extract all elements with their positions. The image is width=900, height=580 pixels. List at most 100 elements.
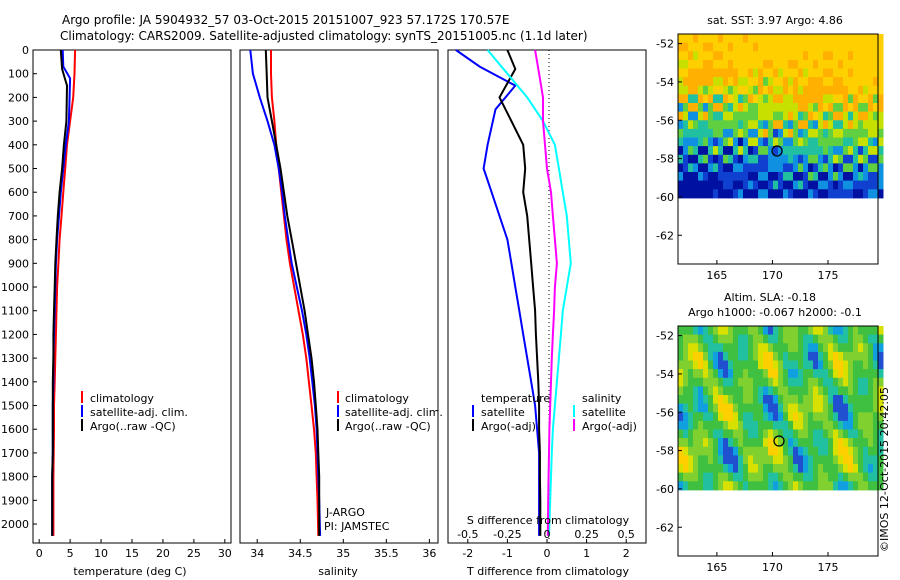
y-tick-label: 500 (8, 163, 29, 176)
map-cell (688, 172, 694, 182)
map-cell (848, 377, 854, 387)
map-cell (808, 111, 814, 121)
map-cell (718, 77, 724, 87)
map-cell (788, 68, 794, 78)
map-cell (683, 351, 689, 361)
map-cell (723, 172, 729, 182)
map-cell (698, 369, 704, 379)
map-cell (743, 420, 749, 430)
map-cell (688, 351, 694, 361)
map-cell (868, 343, 874, 353)
map-cell (708, 59, 714, 69)
map-cell (693, 326, 699, 336)
map-cell (698, 77, 704, 87)
map-cell (748, 412, 754, 422)
map-cell (788, 128, 794, 138)
map-cell (753, 351, 759, 361)
map-cell (848, 103, 854, 113)
y-tick-label: -56 (656, 406, 674, 419)
map-cell (743, 334, 749, 344)
map-cell (778, 85, 784, 95)
map-cell (798, 51, 804, 61)
series-satellite-adj-clim (249, 49, 322, 536)
map-cell (793, 172, 799, 182)
map-cell (848, 146, 854, 156)
map-cell (813, 377, 819, 387)
map-cell (808, 326, 814, 336)
y-tick-label: -52 (656, 38, 674, 51)
map-cell (748, 189, 754, 199)
map-cell (853, 68, 859, 78)
map-cell (823, 94, 829, 104)
map-cell (738, 369, 744, 379)
map-cell (723, 94, 729, 104)
map-cell (798, 111, 804, 121)
sla-field (678, 326, 884, 491)
map-cell (748, 94, 754, 104)
map-cell (778, 103, 784, 113)
map-cell (703, 446, 709, 456)
map-cell (803, 343, 809, 353)
map-cell (818, 111, 824, 121)
map-cell (808, 412, 814, 422)
map-cell (873, 111, 879, 121)
map-cell (803, 377, 809, 387)
map-cell (863, 94, 869, 104)
map-cell (753, 154, 759, 164)
map-cell (778, 128, 784, 138)
map-cell (698, 172, 704, 182)
map-cell (758, 481, 764, 491)
map-cell (813, 137, 819, 147)
map-cell (688, 455, 694, 465)
map-cell (753, 120, 759, 130)
map-cell (683, 369, 689, 379)
map-cell (838, 94, 844, 104)
map-cell (853, 360, 859, 370)
map-cell (813, 34, 819, 44)
map-cell (753, 377, 759, 387)
map-cell (833, 137, 839, 147)
map-cell (768, 59, 774, 69)
map-cell (788, 334, 794, 344)
map-cell (708, 326, 714, 336)
map-cell (693, 137, 699, 147)
map-cell (758, 103, 764, 113)
map-cell (678, 412, 684, 422)
map-cell (833, 429, 839, 439)
map-cell (763, 420, 769, 430)
map-cell (723, 369, 729, 379)
map-cell (703, 360, 709, 370)
map-cell (708, 377, 714, 387)
map-cell (683, 481, 689, 491)
map-cell (683, 403, 689, 413)
x-tick-label: 20 (156, 547, 170, 560)
map-cell (823, 85, 829, 95)
map-cell (773, 59, 779, 69)
map-cell (733, 103, 739, 113)
map-cell (803, 42, 809, 52)
salinity-plot-frame (239, 49, 439, 544)
map-cell (878, 403, 884, 413)
map-cell (853, 172, 859, 182)
map-cell (868, 103, 874, 113)
map-cell (763, 438, 769, 448)
map-cell (718, 154, 724, 164)
map-cell (833, 120, 839, 130)
map-cell (703, 334, 709, 344)
map-cell (718, 111, 724, 121)
map-cell (853, 369, 859, 379)
map-cell (723, 326, 729, 336)
map-cell (753, 146, 759, 156)
map-cell (873, 128, 879, 138)
map-cell (878, 395, 884, 405)
map-cell (748, 85, 754, 95)
map-cell (748, 395, 754, 405)
map-cell (803, 189, 809, 199)
map-cell (693, 351, 699, 361)
map-cell (803, 120, 809, 130)
map-cell (773, 34, 779, 44)
map-cell (753, 429, 759, 439)
map-cell (703, 412, 709, 422)
map-cell (738, 77, 744, 87)
map-cell (818, 103, 824, 113)
